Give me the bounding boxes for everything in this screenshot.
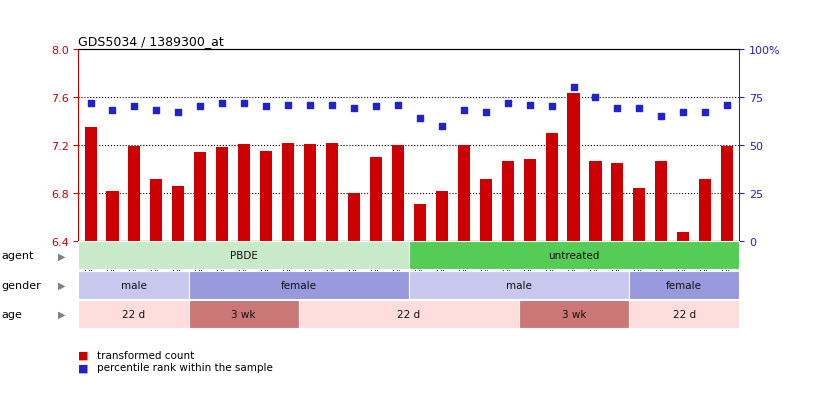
Text: age: age xyxy=(2,309,22,319)
Bar xyxy=(238,145,250,242)
Point xyxy=(259,104,273,111)
Text: gender: gender xyxy=(2,280,41,290)
Text: male: male xyxy=(121,280,146,290)
Text: untreated: untreated xyxy=(548,251,600,261)
Bar xyxy=(677,232,690,242)
Point xyxy=(106,108,119,114)
Bar xyxy=(414,204,426,242)
Bar xyxy=(107,191,119,242)
Bar xyxy=(326,143,338,242)
Text: GDS5034 / 1389300_at: GDS5034 / 1389300_at xyxy=(78,36,224,48)
Point xyxy=(348,106,361,112)
Point xyxy=(128,104,141,111)
Text: 22 d: 22 d xyxy=(122,309,145,319)
Point xyxy=(282,102,295,109)
Text: ▶: ▶ xyxy=(58,280,66,290)
Point xyxy=(567,85,580,91)
Bar xyxy=(260,152,273,242)
Point xyxy=(435,123,449,130)
Bar xyxy=(194,153,206,242)
Bar xyxy=(150,179,163,242)
Point xyxy=(392,102,405,109)
Point xyxy=(720,102,733,109)
Point xyxy=(172,109,185,116)
Bar xyxy=(216,148,228,242)
Bar xyxy=(84,128,97,242)
Bar xyxy=(634,189,645,242)
Bar xyxy=(458,146,470,242)
Bar xyxy=(590,161,601,242)
Point xyxy=(303,102,316,109)
Text: female: female xyxy=(281,280,316,290)
Text: percentile rank within the sample: percentile rank within the sample xyxy=(97,363,273,373)
Text: transformed count: transformed count xyxy=(97,350,194,360)
Bar xyxy=(611,164,624,242)
Bar xyxy=(545,133,558,242)
Point xyxy=(545,104,558,111)
Bar xyxy=(524,160,535,242)
Point xyxy=(589,94,602,101)
Text: male: male xyxy=(506,280,532,290)
Point xyxy=(655,114,668,120)
Point xyxy=(523,102,536,109)
Bar xyxy=(370,158,382,242)
Text: ■: ■ xyxy=(78,350,93,360)
Text: PBDE: PBDE xyxy=(230,251,258,261)
Point xyxy=(610,106,624,112)
Bar xyxy=(128,147,140,242)
Point xyxy=(84,100,97,107)
Bar xyxy=(392,146,404,242)
Point xyxy=(699,109,712,116)
Point xyxy=(676,109,690,116)
Bar xyxy=(567,94,580,242)
Text: ▶: ▶ xyxy=(58,309,66,319)
Point xyxy=(369,104,382,111)
Bar xyxy=(282,143,294,242)
Bar xyxy=(721,147,733,242)
Bar xyxy=(655,161,667,242)
Text: 22 d: 22 d xyxy=(672,309,695,319)
Point xyxy=(501,100,515,107)
Text: ■: ■ xyxy=(78,363,93,373)
Point xyxy=(413,115,426,122)
Point xyxy=(479,109,492,116)
Text: 3 wk: 3 wk xyxy=(231,309,256,319)
Point xyxy=(457,108,470,114)
Point xyxy=(150,108,163,114)
Bar xyxy=(304,145,316,242)
Bar xyxy=(501,161,514,242)
Bar xyxy=(173,186,184,242)
Text: 22 d: 22 d xyxy=(397,309,420,319)
Bar xyxy=(436,191,448,242)
Point xyxy=(238,100,251,107)
Text: female: female xyxy=(667,280,702,290)
Text: ▶: ▶ xyxy=(58,251,66,261)
Point xyxy=(194,104,207,111)
Point xyxy=(633,106,646,112)
Bar xyxy=(699,179,711,242)
Point xyxy=(216,100,229,107)
Text: agent: agent xyxy=(2,251,34,261)
Point xyxy=(325,102,339,109)
Text: 3 wk: 3 wk xyxy=(562,309,586,319)
Bar xyxy=(348,194,360,242)
Bar xyxy=(480,179,491,242)
